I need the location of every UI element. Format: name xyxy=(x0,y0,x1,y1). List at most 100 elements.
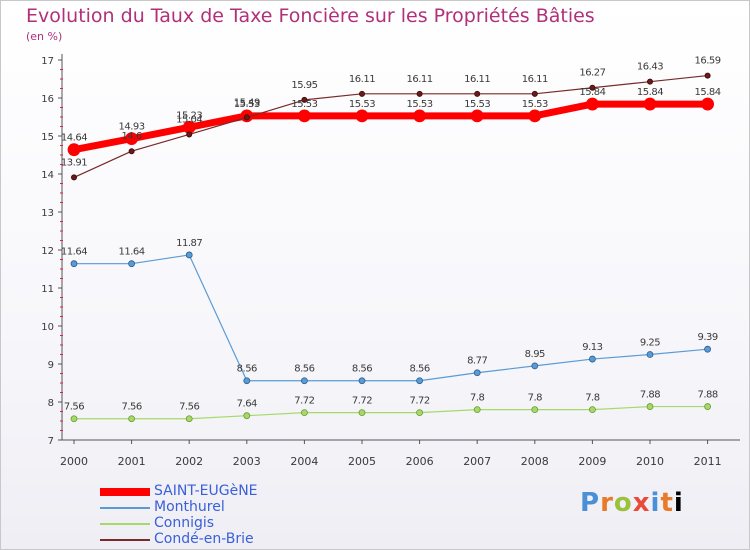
logo-letter: x xyxy=(632,488,651,518)
data-point-saint-eugene xyxy=(297,109,311,123)
legend-label: Condé-en-Brie xyxy=(154,531,254,547)
data-label-monthurel: 9.13 xyxy=(582,342,602,353)
data-point-monthurel xyxy=(704,345,711,353)
data-label-conde-en-brie: 15.04 xyxy=(176,114,202,125)
data-point-monthurel xyxy=(473,369,481,377)
data-label-conde-en-brie: 14.6 xyxy=(121,131,141,142)
data-label-connigis: 7.8 xyxy=(528,393,543,404)
logo-letter: t xyxy=(660,488,674,518)
logo-letter: o xyxy=(613,488,633,518)
data-point-monthurel xyxy=(416,377,424,385)
data-point-connigis xyxy=(300,409,308,417)
series-line-saint-eugene xyxy=(70,100,712,154)
data-label-saint-eugene: 15.53 xyxy=(291,99,317,110)
data-point-conde-en-brie xyxy=(531,90,538,97)
proxiti-logo: Proxiti xyxy=(580,488,684,518)
data-point-saint-eugene xyxy=(701,97,714,111)
data-label-monthurel: 9.39 xyxy=(697,332,717,343)
data-label-saint-eugene: 15.53 xyxy=(522,99,548,110)
data-point-monthurel xyxy=(300,377,308,385)
data-point-conde-en-brie xyxy=(647,78,654,85)
data-point-conde-en-brie xyxy=(474,90,481,97)
logo-letter: r xyxy=(600,488,614,518)
data-label-monthurel: 8.95 xyxy=(525,349,545,360)
data-point-connigis xyxy=(473,406,481,414)
data-point-monthurel xyxy=(531,362,539,370)
data-point-saint-eugene xyxy=(586,97,599,111)
data-point-conde-en-brie xyxy=(186,131,193,138)
x-tick-label: 2008 xyxy=(521,455,549,468)
logo-letter: i xyxy=(650,488,661,518)
data-label-connigis: 7.8 xyxy=(470,393,485,404)
data-point-saint-eugene xyxy=(355,109,369,123)
data-label-connigis: 7.88 xyxy=(640,390,660,401)
y-unit-label: (en %) xyxy=(26,30,63,43)
y-tick-label: 13 xyxy=(41,208,54,219)
data-point-conde-en-brie xyxy=(358,90,365,97)
chart-title: Evolution du Taux de Taxe Foncière sur l… xyxy=(26,5,595,27)
data-label-monthurel: 8.56 xyxy=(294,364,314,375)
data-label-conde-en-brie: 15.49 xyxy=(234,97,260,108)
data-label-monthurel: 11.64 xyxy=(61,247,87,258)
x-tick-label: 2006 xyxy=(406,455,434,468)
data-point-conde-en-brie xyxy=(128,148,135,155)
data-label-monthurel: 11.87 xyxy=(176,238,202,249)
data-label-saint-eugene: 15.23 xyxy=(176,110,202,121)
y-tick-label: 17 xyxy=(41,56,54,67)
data-label-monthurel: 9.25 xyxy=(640,338,660,349)
data-label-monthurel: 8.56 xyxy=(352,364,372,375)
y-tick-label: 11 xyxy=(41,284,54,295)
data-label-conde-en-brie: 16.11 xyxy=(522,74,548,85)
y-tick-label: 7 xyxy=(48,436,54,447)
x-tick-label: 2001 xyxy=(118,455,146,468)
data-point-saint-eugene xyxy=(470,109,484,123)
y-tick-label: 14 xyxy=(41,170,54,181)
legend-swatch-monthurel xyxy=(100,507,150,509)
data-point-monthurel xyxy=(646,351,654,358)
data-point-conde-en-brie xyxy=(243,114,250,121)
x-tick-label: 2004 xyxy=(290,455,318,468)
data-label-saint-eugene: 14.64 xyxy=(61,133,87,144)
y-tick-label: 9 xyxy=(48,360,54,371)
data-point-saint-eugene xyxy=(413,109,427,123)
data-point-saint-eugene xyxy=(67,143,81,157)
x-tick-label: 2002 xyxy=(175,455,203,468)
data-label-conde-en-brie: 16.59 xyxy=(695,56,721,67)
data-label-connigis: 7.72 xyxy=(294,396,314,407)
data-label-connigis: 7.8 xyxy=(585,393,600,404)
y-tick-label: 8 xyxy=(48,398,54,409)
legend-label: Connigis xyxy=(154,515,215,531)
data-label-connigis: 7.64 xyxy=(237,399,257,410)
data-label-conde-en-brie: 16.11 xyxy=(464,74,490,85)
data-label-conde-en-brie: 16.43 xyxy=(637,62,663,73)
y-tick-label: 10 xyxy=(41,322,54,333)
data-label-saint-eugene: 15.84 xyxy=(695,87,721,98)
data-point-saint-eugene xyxy=(643,97,657,111)
data-label-saint-eugene: 15.84 xyxy=(637,87,663,98)
legend-label: SAINT-EUGèNE xyxy=(154,483,258,499)
data-label-connigis: 7.56 xyxy=(179,402,199,413)
data-point-monthurel xyxy=(358,377,366,385)
data-point-conde-en-brie xyxy=(589,84,596,91)
data-label-saint-eugene: 15.53 xyxy=(349,99,375,110)
series-line-connigis xyxy=(73,405,709,420)
data-label-connigis: 7.56 xyxy=(121,402,141,413)
x-tick-label: 2000 xyxy=(60,455,88,468)
data-label-saint-eugene: 15.53 xyxy=(234,99,260,110)
data-label-connigis: 7.72 xyxy=(352,396,372,407)
data-label-conde-en-brie: 13.91 xyxy=(61,157,87,168)
data-label-conde-en-brie: 16.11 xyxy=(407,74,433,85)
x-tick-label: 2007 xyxy=(463,455,491,468)
data-point-connigis xyxy=(128,415,136,423)
data-point-connigis xyxy=(185,415,193,423)
data-point-connigis xyxy=(243,412,251,420)
legend-label: Monthurel xyxy=(154,499,225,515)
logo-letter: i xyxy=(673,488,684,518)
y-tick-label: 16 xyxy=(41,94,54,105)
x-tick-label: 2009 xyxy=(578,455,606,468)
x-tick-label: 2010 xyxy=(636,455,664,468)
y-tick-label: 15 xyxy=(41,132,54,143)
data-label-connigis: 7.88 xyxy=(697,390,717,401)
data-point-conde-en-brie xyxy=(301,96,308,103)
y-tick-label: 12 xyxy=(41,246,54,257)
